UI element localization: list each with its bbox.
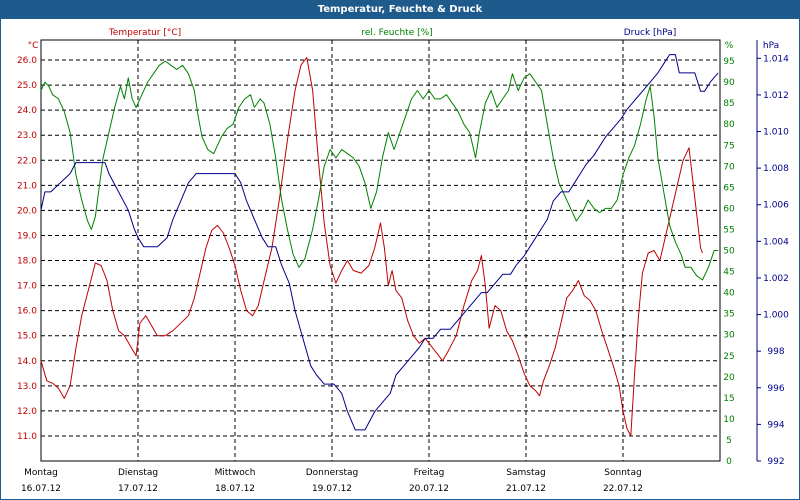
day-label: Samstag — [506, 468, 545, 478]
temperature-tick-label: 14.0 — [17, 357, 37, 367]
pressure-tick-label: 1.004 — [763, 237, 789, 247]
pressure-tick-label: 996 — [767, 384, 784, 394]
pressure-axis-unit: hPa — [763, 41, 779, 51]
temperature-series-label: Temperatur [°C] — [108, 28, 181, 38]
axes: 11.0 12.0 13.0 14.0 15.0 16.0 17.0 18.0 19.0 20.0… — [17, 39, 789, 494]
date-label: 17.07.12 — [118, 484, 158, 494]
temperature-tick-label: 12.0 — [17, 407, 37, 417]
humidity-tick-label: 60 — [723, 204, 735, 214]
day-label: Donnerstag — [306, 468, 359, 478]
humidity-tick-label: 80 — [723, 120, 735, 130]
day-label: Dienstag — [118, 468, 158, 478]
temperature-tick-label: 19.0 — [17, 231, 37, 241]
pressure-tick-label: 1.000 — [763, 311, 789, 321]
temperature-tick-label: 23.0 — [17, 131, 37, 141]
humidity-tick-label: 15 — [723, 394, 734, 404]
pressure-tick-label: 1.014 — [763, 54, 789, 64]
humidity-tick-label: 50 — [723, 247, 735, 257]
humidity-tick-label: 20 — [723, 373, 735, 383]
humidity-tick-label: 25 — [723, 352, 734, 362]
temperature-tick-label: 18.0 — [17, 257, 37, 267]
pressure-tick-label: 1.002 — [763, 274, 789, 284]
day-label: Mittwoch — [215, 468, 256, 478]
grid-lines — [41, 40, 720, 461]
left-axis-unit: °C — [28, 41, 39, 51]
humidity-axis-unit: % — [725, 41, 734, 51]
humidity-tick-label: 70 — [723, 162, 735, 172]
temperature-tick-label: 24.0 — [17, 106, 37, 116]
temperature-tick-label: 17.0 — [17, 282, 37, 292]
humidity-tick-label: 55 — [723, 225, 734, 235]
temperature-tick-label: 11.0 — [17, 432, 37, 442]
temperature-tick-label: 15.0 — [17, 332, 37, 342]
date-label: 20.07.12 — [409, 484, 449, 494]
pressure-tick-label: 1.008 — [763, 164, 789, 174]
pressure-tick-label: 992 — [767, 457, 784, 467]
humidity-tick-label: 35 — [723, 310, 734, 320]
window-title: Temperatur, Feuchte & Druck — [1, 1, 799, 19]
temperature-line — [40, 57, 703, 437]
humidity-tick-label: 30 — [723, 331, 735, 341]
date-label: 16.07.12 — [21, 484, 61, 494]
temperature-tick-label: 26.0 — [17, 56, 37, 66]
temperature-tick-label: 13.0 — [17, 382, 37, 392]
temperature-tick-label: 25.0 — [17, 81, 37, 91]
day-label: Freitag — [414, 468, 445, 478]
axis-labels: Temperatur [°C] rel. Feuchte [%] Druck [… — [28, 28, 780, 51]
date-label: 21.07.12 — [506, 484, 546, 494]
date-label: 22.07.12 — [603, 484, 643, 494]
humidity-line — [40, 60, 719, 281]
series-lines — [40, 54, 719, 437]
humidity-tick-label: 0 — [726, 457, 732, 467]
pressure-line — [40, 54, 719, 431]
temperature-tick-label: 16.0 — [17, 307, 37, 317]
temperature-tick-label: 21.0 — [17, 181, 37, 191]
date-label: 19.07.12 — [312, 484, 352, 494]
humidity-series-label: rel. Feuchte [%] — [361, 28, 432, 38]
day-label: Sonntag — [604, 468, 641, 478]
humidity-tick-label: 40 — [723, 289, 735, 299]
humidity-tick-label: 5 — [726, 436, 732, 446]
humidity-tick-label: 10 — [723, 415, 735, 425]
pressure-tick-label: 1.006 — [763, 201, 789, 211]
humidity-tick-label: 45 — [723, 268, 734, 278]
temperature-tick-label: 22.0 — [17, 156, 37, 166]
pressure-series-label: Druck [hPa] — [624, 28, 677, 38]
humidity-tick-label: 95 — [723, 57, 734, 67]
humidity-tick-label: 85 — [723, 99, 734, 109]
date-label: 18.07.12 — [215, 484, 255, 494]
humidity-tick-label: 90 — [723, 78, 735, 88]
pressure-tick-label: 1.012 — [763, 91, 789, 101]
plot-area-border — [40, 39, 721, 462]
pressure-tick-label: 998 — [767, 347, 784, 357]
humidity-tick-label: 65 — [723, 183, 734, 193]
humidity-tick-label: 75 — [723, 141, 734, 151]
pressure-tick-label: 994 — [767, 420, 784, 430]
pressure-tick-label: 1.010 — [763, 128, 789, 138]
temperature-tick-label: 20.0 — [17, 206, 37, 216]
day-label: Montag — [24, 468, 58, 478]
